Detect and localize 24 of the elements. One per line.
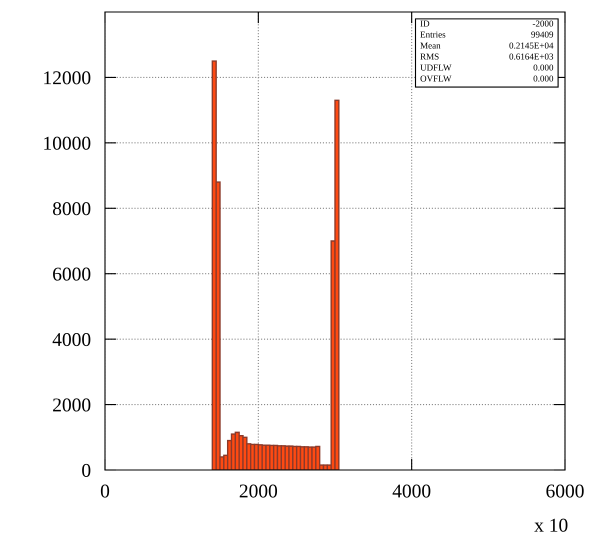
y-tick-label: 8000 bbox=[52, 202, 90, 216]
annotation: -2000 bbox=[532, 20, 554, 27]
annotation: Entries bbox=[420, 32, 446, 38]
annotation: 0.000 bbox=[534, 75, 554, 82]
y-tick-label: 10000 bbox=[44, 136, 90, 150]
annotation: 0.6164E+03 bbox=[509, 54, 554, 60]
annotation: 0.2145E+04 bbox=[509, 42, 554, 49]
x-tick-label: 6000 bbox=[546, 484, 584, 498]
y-tick-label: 12000 bbox=[44, 71, 90, 84]
y-tick-label: 2000 bbox=[53, 398, 90, 412]
y-tick-label: 4000 bbox=[52, 332, 90, 346]
x-tick-label: 4000 bbox=[392, 484, 430, 498]
annotation: OVFLW bbox=[420, 76, 452, 82]
x-tick-label: 2000 bbox=[240, 484, 278, 498]
annotation: 0.000 bbox=[534, 64, 554, 71]
annotation: RMS bbox=[420, 54, 439, 60]
annotation: Mean bbox=[420, 42, 441, 49]
x-tick-label: 0 bbox=[100, 484, 110, 498]
x-axis-title: x 10 bbox=[534, 518, 568, 532]
annotation: UDFLW bbox=[420, 64, 452, 71]
y-tick-label: 6000 bbox=[53, 268, 90, 281]
annotation: ID bbox=[420, 20, 430, 27]
annotation: 99409 bbox=[531, 32, 554, 38]
y-tick-label: 0 bbox=[82, 464, 90, 477]
